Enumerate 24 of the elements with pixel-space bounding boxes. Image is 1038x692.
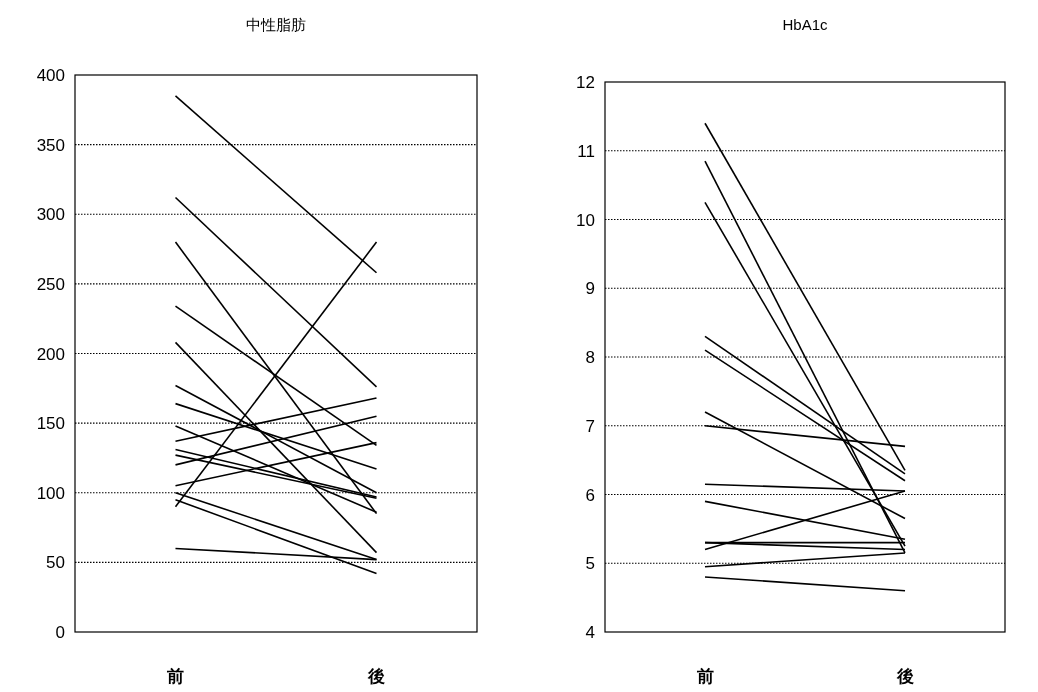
chart-title: HbA1c xyxy=(782,16,829,33)
x-tick-label: 後 xyxy=(895,667,914,686)
y-tick-label: 8 xyxy=(585,348,595,367)
y-tick-label: 10 xyxy=(576,210,595,230)
x-tick-label: 後 xyxy=(367,667,385,686)
x-tick-label: 前 xyxy=(166,667,184,686)
y-tick-label: 12 xyxy=(576,73,595,92)
y-tick-label: 350 xyxy=(36,135,65,155)
y-tick-label: 250 xyxy=(36,274,65,294)
y-tick-label: 0 xyxy=(55,623,65,642)
y-tick-label: 300 xyxy=(36,205,65,225)
y-tick-label: 150 xyxy=(36,414,65,434)
y-tick-label: 9 xyxy=(585,279,595,299)
y-tick-label: 5 xyxy=(585,554,595,574)
y-tick-label: 100 xyxy=(36,483,65,503)
y-tick-label: 7 xyxy=(585,416,595,436)
y-tick-label: 11 xyxy=(577,141,595,161)
x-tick-label: 前 xyxy=(695,667,714,686)
y-tick-label: 50 xyxy=(46,553,65,573)
y-tick-label: 4 xyxy=(585,623,595,642)
y-tick-label: 200 xyxy=(36,344,65,364)
y-tick-label: 6 xyxy=(585,485,595,505)
y-tick-label: 400 xyxy=(36,66,65,85)
chart-title: 中性脂肪 xyxy=(246,16,306,33)
